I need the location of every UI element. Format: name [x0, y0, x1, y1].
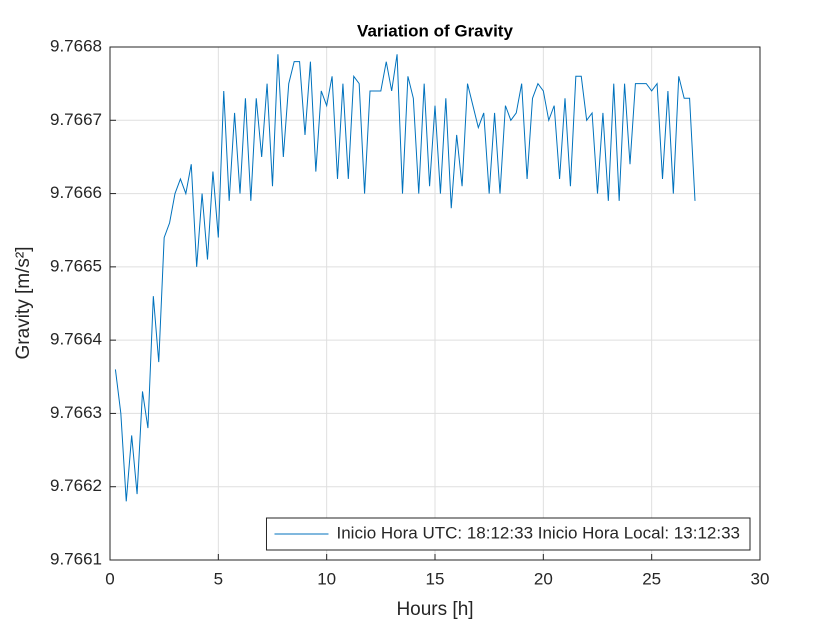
y-tick-label: 9.7668 [50, 36, 102, 55]
legend-label: Inicio Hora UTC: 18:12:33 Inicio Hora Lo… [336, 523, 740, 542]
legend: Inicio Hora UTC: 18:12:33 Inicio Hora Lo… [265, 517, 751, 551]
x-tick-label: 10 [317, 569, 336, 588]
y-axis-label: Gravity [m/s²] [13, 247, 34, 360]
legend-box [265, 517, 751, 551]
y-tick-label: 9.7665 [50, 256, 102, 275]
x-tick-label: 25 [642, 569, 661, 588]
x-tick-label: 5 [214, 569, 223, 588]
x-tick-label: 0 [105, 569, 114, 588]
x-tick-label: 30 [751, 569, 770, 588]
grid [109, 46, 761, 561]
x-axis-label: Hours [h] [396, 599, 473, 620]
x-tick-label: 20 [534, 569, 553, 588]
y-tick-label: 9.7661 [50, 549, 102, 568]
y-tick-label: 9.7666 [50, 183, 102, 202]
y-tick-label: 9.7662 [50, 476, 102, 495]
legend-item: Inicio Hora UTC: 18:12:33 Inicio Hora Lo… [274, 523, 740, 542]
x-tick-label: 15 [426, 569, 445, 588]
axes-box [109, 46, 761, 561]
y-tick-label: 9.7663 [50, 403, 102, 422]
plot [114, 54, 696, 502]
data-line [114, 54, 696, 502]
y-tick-label: 9.7667 [50, 110, 102, 129]
y-tick-label: 9.7664 [50, 330, 102, 349]
chart-title: Variation of Gravity [357, 21, 513, 40]
